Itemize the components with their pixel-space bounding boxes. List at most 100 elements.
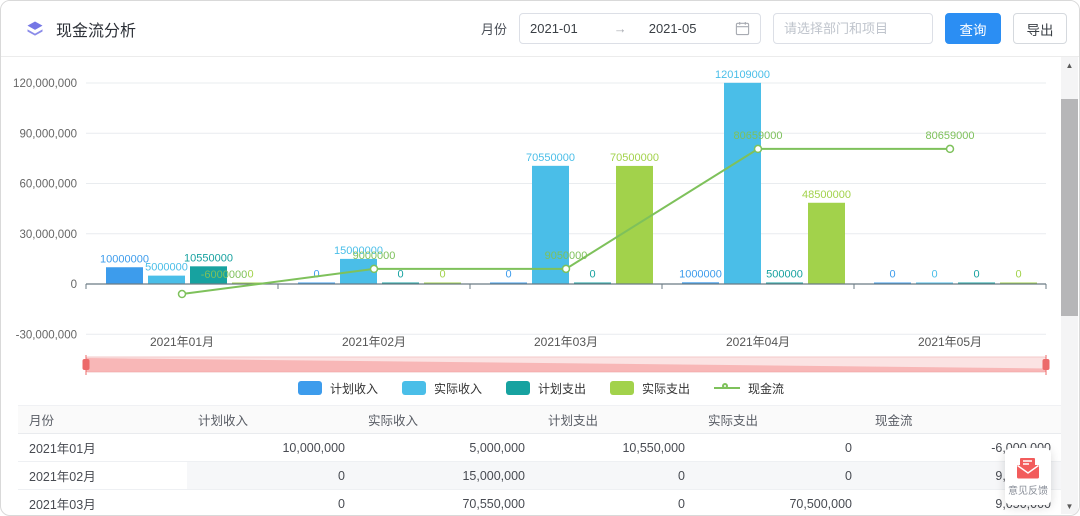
table-cell: 0 [187, 489, 357, 515]
bar-2-1[interactable] [382, 282, 419, 285]
x-tick-label: 2021年04月 [726, 335, 790, 349]
line-point[interactable] [561, 264, 571, 274]
month-label: 月份 [480, 22, 507, 37]
bar-label: 1000000 [679, 268, 722, 280]
bar-2-4[interactable] [958, 282, 995, 285]
table-header-row: 月份 计划收入 实际收入 计划支出 实际支出 现金流 [18, 405, 1063, 434]
feedback-envelope-icon [1016, 457, 1040, 479]
department-project-select[interactable] [773, 13, 933, 44]
cashflow-chart[interactable]: 10000000 0 0 1000000 0 5000000 15000000 7055000… [1, 58, 1079, 354]
line-point[interactable] [945, 144, 955, 154]
table-cell: 0 [697, 433, 864, 462]
column-header-0: 月份 [18, 405, 187, 434]
table-cell: 0 [537, 461, 697, 490]
feedback-button[interactable]: 意见反馈 [1005, 448, 1051, 505]
bar-3-3[interactable] [808, 202, 845, 284]
bar-0-0[interactable] [106, 267, 143, 284]
legend-swatch-icon [505, 381, 530, 395]
date-start-value[interactable]: 2021-01 [530, 21, 578, 36]
page-title-group: 现金流分析 [25, 17, 136, 41]
line-legend-marker-icon [714, 381, 741, 395]
bar-label: 5000000 [145, 262, 188, 274]
legend-item-1[interactable]: 实际收入 [401, 380, 482, 397]
bar-label: 48500000 [802, 189, 851, 201]
table-row: 2021年01月10,000,0005,000,00010,550,0000-6… [18, 433, 1063, 462]
date-range-arrow: → [613, 21, 627, 36]
x-tick-label: 2021年01月 [150, 335, 214, 349]
table-cell: 2021年02月 [18, 461, 187, 490]
line-label: 80659000 [926, 130, 975, 142]
legend-label: 计划支出 [537, 381, 586, 396]
column-header-4: 实际支出 [697, 405, 864, 434]
bar-1-2[interactable] [532, 165, 569, 284]
legend-label: 实际支出 [642, 381, 691, 396]
bar-0-4[interactable] [874, 282, 911, 285]
datazoom-handle-left[interactable] [82, 359, 90, 370]
legend-swatch-icon [401, 381, 426, 395]
line-label: -6000000 [201, 269, 248, 281]
legend-item-2[interactable]: 计划支出 [505, 380, 586, 397]
bar-label: 70500000 [610, 152, 659, 164]
layers-icon [25, 19, 45, 39]
bar-3-1[interactable] [424, 282, 461, 285]
legend-label: 计划收入 [329, 381, 378, 396]
legend-swatch-icon [297, 381, 322, 395]
bar-2-3[interactable] [766, 282, 803, 285]
bar-1-3[interactable] [724, 82, 761, 284]
bar-label: 0 [589, 269, 595, 281]
chart-legend: 计划收入 实际收入 计划支出 实际支出 现金流 [1, 378, 1079, 398]
bar-label: 15000000 [334, 245, 383, 257]
bar-label: 10550000 [184, 252, 233, 264]
y-tick-label: 30,000,000 [19, 229, 77, 241]
bar-label: 0 [439, 269, 445, 281]
line-point[interactable] [753, 144, 763, 154]
line-label: 9000000 [353, 250, 396, 262]
bar-label: 0 [931, 269, 937, 281]
bar-0-1[interactable] [298, 282, 335, 285]
bar-label: 0 [313, 269, 319, 281]
date-range-input[interactable]: 2021-01 → 2021-05 [519, 13, 761, 44]
line-point[interactable] [369, 264, 379, 274]
legend-label: 实际收入 [433, 381, 482, 396]
y-tick-label: 0 [71, 279, 77, 291]
bar-2-2[interactable] [574, 282, 611, 285]
column-header-5: 现金流 [864, 405, 1063, 434]
x-tick-label: 2021年02月 [342, 335, 406, 349]
header-controls: 月份 2021-01 → 2021-05 查询 导出 [481, 13, 1067, 44]
bar-1-0[interactable] [148, 275, 185, 284]
datazoom-handle-right[interactable] [1042, 359, 1050, 370]
bar-label: 500000 [766, 269, 803, 281]
table-cell: 2021年03月 [18, 489, 187, 515]
bar-label: 0 [505, 269, 511, 281]
legend-item-4[interactable]: 现金流 [714, 380, 784, 397]
legend-item-3[interactable]: 实际支出 [610, 380, 690, 397]
bar-3-4[interactable] [1000, 282, 1037, 285]
table-cell: 70,550,000 [357, 489, 537, 515]
export-button[interactable]: 导出 [1013, 13, 1067, 44]
scroll-down-icon[interactable]: ▼ [1061, 498, 1078, 514]
bar-3-0[interactable] [232, 282, 269, 285]
vertical-scrollbar[interactable]: ▲ ▼ [1061, 57, 1078, 514]
date-end-value[interactable]: 2021-05 [648, 21, 697, 36]
table-cell: 0 [697, 461, 864, 490]
bar-2-0[interactable] [190, 266, 227, 284]
calendar-icon[interactable] [735, 21, 750, 36]
x-tick-label: 2021年05月 [918, 335, 982, 349]
bar-0-3[interactable] [682, 282, 719, 284]
query-button[interactable]: 查询 [945, 13, 1001, 44]
scrollbar-thumb[interactable] [1061, 99, 1078, 316]
bar-label: 10000000 [100, 253, 149, 265]
datazoom-slider[interactable] [1, 355, 1079, 375]
legend-item-0[interactable]: 计划收入 [297, 380, 378, 397]
line-point[interactable] [177, 289, 187, 299]
table-cell: 10,550,000 [537, 433, 697, 462]
line-label: 9050000 [545, 250, 588, 262]
column-header-1: 计划收入 [187, 405, 357, 434]
scroll-up-icon[interactable]: ▲ [1061, 57, 1078, 73]
page-header: 现金流分析 月份 2021-01 → 2021-05 查询 导出 [1, 1, 1079, 57]
cashflow-table: 月份 计划收入 实际收入 计划支出 实际支出 现金流 2021年01月 10,000,000… [18, 405, 1063, 515]
bar-0-2[interactable] [490, 282, 527, 285]
bar-1-4[interactable] [916, 282, 953, 285]
